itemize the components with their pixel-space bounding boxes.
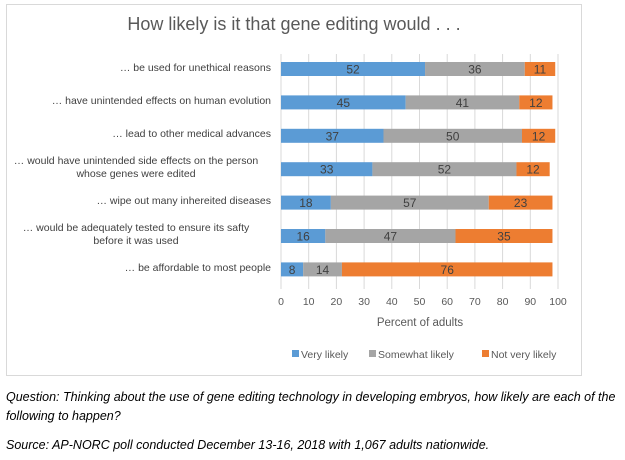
legend-swatch bbox=[369, 350, 376, 357]
category-label: … would have unintended side effects on … bbox=[13, 155, 259, 181]
bar-not-very-likely bbox=[524, 62, 556, 76]
bar-not-very-likely bbox=[341, 262, 553, 277]
bar-somewhat-likely bbox=[330, 195, 489, 210]
data-label: 41 bbox=[456, 96, 470, 110]
bar-very-likely bbox=[281, 195, 331, 210]
category-label: … have unintended effects on human evolu… bbox=[51, 94, 271, 107]
x-axis-title: Percent of adults bbox=[377, 317, 464, 329]
bar-very-likely bbox=[281, 128, 384, 143]
data-label: 12 bbox=[529, 96, 543, 110]
category-label: … lead to other medical advances bbox=[112, 128, 271, 141]
x-tick-label: 60 bbox=[441, 296, 453, 308]
bar-not-very-likely bbox=[521, 128, 556, 143]
bar-somewhat-likely bbox=[425, 62, 525, 76]
source-caption: Source: AP-NORC poll conducted December … bbox=[6, 438, 490, 452]
x-tick-label: 10 bbox=[303, 296, 315, 308]
data-label: 12 bbox=[532, 129, 546, 143]
category-label: … be used for unethical reasons bbox=[119, 61, 271, 74]
data-label: 8 bbox=[289, 263, 296, 277]
x-tick-label: 30 bbox=[358, 296, 370, 308]
data-label: 11 bbox=[534, 63, 547, 77]
data-label: 36 bbox=[468, 63, 482, 77]
data-label: 16 bbox=[296, 230, 310, 244]
legend-swatch bbox=[482, 350, 489, 357]
x-tick-label: 50 bbox=[414, 296, 426, 308]
bar-somewhat-likely bbox=[383, 128, 522, 143]
x-tick-label: 0 bbox=[278, 296, 284, 308]
bar-somewhat-likely bbox=[303, 262, 342, 277]
chart-title: How likely is it that gene editing would… bbox=[127, 14, 461, 34]
x-tick-label: 20 bbox=[331, 296, 343, 308]
data-label: 18 bbox=[299, 196, 313, 210]
category-label: … would be adequately tested to ensure i… bbox=[22, 222, 250, 247]
bar-somewhat-likely bbox=[325, 229, 456, 243]
legend-label: Very likely bbox=[301, 349, 349, 361]
x-tick-label: 90 bbox=[524, 296, 536, 308]
bar-not-very-likely bbox=[519, 95, 553, 110]
legend: Very likely Somewhat likely Not very likel… bbox=[292, 349, 557, 361]
category-label: … wipe out many inhereited diseases bbox=[96, 195, 271, 208]
legend-swatch bbox=[292, 350, 299, 357]
legend-label: Somewhat likely bbox=[378, 349, 455, 361]
bars: 52 36 11 45 41 12 37 50 12 33 52 12 18 57 23 16 47 35 8 14 7… bbox=[281, 62, 556, 277]
bar-not-very-likely bbox=[455, 229, 553, 243]
data-label: 52 bbox=[438, 163, 452, 177]
data-label: 47 bbox=[384, 230, 398, 244]
data-label: 57 bbox=[403, 196, 417, 210]
bar-very-likely bbox=[281, 262, 304, 277]
data-label: 35 bbox=[497, 230, 511, 244]
bar-very-likely bbox=[281, 95, 406, 110]
bar-not-very-likely bbox=[516, 162, 550, 177]
data-label: 14 bbox=[316, 263, 330, 277]
bar-not-very-likely bbox=[488, 195, 553, 210]
data-label: 76 bbox=[441, 263, 455, 277]
data-label: 37 bbox=[326, 129, 340, 143]
legend-label: Not very likely bbox=[491, 349, 557, 361]
x-tick-label: 80 bbox=[497, 296, 509, 308]
bar-very-likely bbox=[281, 229, 326, 243]
data-label: 33 bbox=[320, 163, 334, 177]
bar-very-likely bbox=[281, 162, 373, 177]
category-label: … be affordable to most people bbox=[124, 261, 271, 274]
bar-somewhat-likely bbox=[372, 162, 517, 177]
x-tick-label: 100 bbox=[549, 296, 567, 308]
x-tick-label: 40 bbox=[386, 296, 398, 308]
x-tick-labels: 0 10 20 30 40 50 60 70 80 90 100 bbox=[278, 296, 567, 308]
data-label: 23 bbox=[514, 196, 528, 210]
data-label: 45 bbox=[337, 96, 351, 110]
question-caption: Question: Thinking about the use of gene… bbox=[6, 390, 616, 423]
data-label: 50 bbox=[446, 129, 460, 143]
data-label: 12 bbox=[526, 163, 540, 177]
x-tick-label: 70 bbox=[469, 296, 481, 308]
bar-somewhat-likely bbox=[405, 95, 520, 110]
data-label: 52 bbox=[346, 63, 360, 77]
bar-very-likely bbox=[281, 62, 426, 76]
